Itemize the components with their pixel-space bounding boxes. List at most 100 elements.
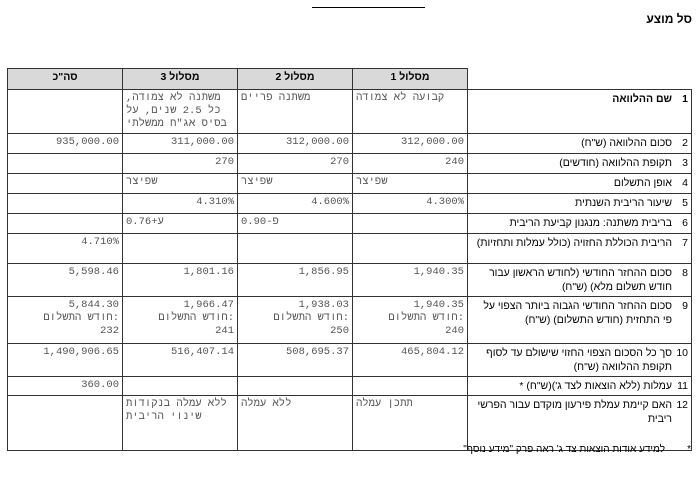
cell-track-1: קבועה לא צמודה	[352, 89, 468, 134]
row-number: 11	[677, 380, 688, 392]
table-row: 2סכום ההלוואה (ש"ח) 312,000.00 312,000.00 3…	[7, 133, 692, 154]
table-row: 1 שם ההלוואה קבועה לא צמודה משתנה פריים משתנ…	[7, 89, 692, 134]
row-label: 12 האם קיימת עמלת פירעון מוקדם עבור הפרשי…	[467, 395, 692, 451]
row-number: 2	[682, 137, 688, 149]
row-number: 12	[676, 399, 688, 411]
cell-total: 360.00	[7, 376, 123, 396]
row-number: 1	[682, 93, 688, 105]
cell-track-3: 1,801.16	[122, 263, 238, 297]
cell-track-1: 312,000.00	[352, 133, 468, 154]
header-row: מסלול 1 מסלול 2 מסלול 3 סה"כ	[7, 68, 692, 90]
cell-track-3: 1,966.47 חודש התשלום: 241	[122, 296, 238, 344]
row-label: 11 עמלות (ללא הוצאות לצד ג')(ש"ח) *	[467, 376, 692, 396]
cell-total	[7, 213, 123, 234]
cell-track-1	[352, 233, 468, 264]
cell-track-2	[237, 376, 353, 396]
cell-track-2: 270	[237, 153, 353, 174]
cell-total: 4.710%	[7, 233, 123, 264]
cell-track-2: 1,856.95	[237, 263, 353, 297]
row-number: 6	[682, 217, 688, 229]
cell-track-2: שפיצר	[237, 173, 353, 194]
cell-track-2: 312,000.00	[237, 133, 353, 154]
cell-track-2: פ-0.90	[237, 213, 353, 234]
row-label: 3 תקופת ההלוואה (חודשים)	[467, 153, 692, 174]
cell-track-2: משתנה פריים	[237, 89, 353, 134]
row-label: 9 סכום ההחזר החודשי הגבוה ביותר הצפוי על …	[467, 296, 692, 344]
cell-track-2: 4.600%	[237, 193, 353, 214]
row-number: 3	[682, 157, 688, 169]
cell-track-3: 270	[122, 153, 238, 174]
header-track-1: מסלול 1	[352, 68, 468, 90]
cell-track-3: משתנה לא צמודה, כל 2.5 שנים, על בסיס אג"…	[122, 89, 238, 134]
row-label: 7 הריבית הכוללת החזויה (כולל עמלות ותחזיו…	[467, 233, 692, 264]
row-label: 1 שם ההלוואה	[467, 89, 692, 134]
row-label: 4 אופן התשלום	[467, 173, 692, 194]
table-row: 11 עמלות (ללא הוצאות לצד ג')(ש"ח) * 360.00	[7, 376, 692, 396]
table-row: 3תקופת ההלוואה (חודשים) 240 270 270	[7, 153, 692, 174]
row-label-text: תקופת ההלוואה (חודשים)	[559, 157, 672, 169]
table-row: 5 שיעור הריבית השנתית 4.300% 4.600% 4.310%	[7, 193, 692, 214]
row-label-text: סכום ההלוואה (ש"ח)	[581, 137, 672, 149]
cell-track-3: שפיצר	[122, 173, 238, 194]
cell-total	[7, 89, 123, 134]
cell-track-1: תתכן עמלה	[352, 395, 468, 451]
row-label-text: שיעור הריבית השנתית	[575, 197, 672, 209]
row-label: 8 סכום ההחזר החודשי (לחודש הראשון עבור חו…	[467, 263, 692, 297]
row-number: 9	[682, 300, 688, 312]
row-label-text: שם ההלוואה	[612, 93, 672, 105]
table-row: 9 סכום ההחזר החודשי הגבוה ביותר הצפוי על …	[7, 296, 692, 344]
row-number: 10	[676, 347, 688, 359]
loan-comparison-table: מסלול 1 מסלול 2 מסלול 3 סה"כ 1 שם ההלוואה…	[7, 68, 692, 451]
cell-track-3	[122, 376, 238, 396]
header-track-3: מסלול 3	[122, 68, 238, 90]
cell-track-3: ע+0.76	[122, 213, 238, 234]
cell-track-1: 1,940.35	[352, 263, 468, 297]
row-label: 2 סכום ההלוואה (ש"ח)	[467, 133, 692, 154]
cell-track-2: 1,938.03 חודש התשלום: 250	[237, 296, 353, 344]
footnote: * למידע אודות הוצאות צד ג' ראה פרק "מידע …	[463, 444, 691, 455]
cell-total: 5,844.30 חודש התשלום: 232	[7, 296, 123, 344]
row-label-text: אופן התשלום	[613, 177, 672, 189]
header-track-2: מסלול 2	[237, 68, 353, 90]
row-label-text: עמלות (ללא הוצאות לצד ג')(ש"ח) *	[519, 380, 672, 392]
cell-track-3: 311,000.00	[122, 133, 238, 154]
cell-track-3: ללא עמלה בנקודות שינוי הריבית	[122, 395, 238, 451]
cell-track-3: 516,407.14	[122, 343, 238, 377]
cell-track-2	[237, 233, 353, 264]
cell-total	[7, 173, 123, 194]
cell-total: 1,490,906.65	[7, 343, 123, 377]
cell-total	[7, 395, 123, 451]
row-label-text: סכום ההחזר החודשי (לחודש הראשון עבור חוד…	[489, 267, 672, 293]
table-row: 8 סכום ההחזר החודשי (לחודש הראשון עבור חו…	[7, 263, 692, 297]
row-label-text: בריבית משתנה: מנגנון קביעת הריבית	[509, 217, 673, 229]
row-number: 5	[682, 197, 688, 209]
footnote-text: למידע אודות הוצאות צד ג' ראה פרק "מידע נ…	[463, 444, 665, 455]
cell-track-2: 508,695.37	[237, 343, 353, 377]
cell-track-2: ללא עמלה	[237, 395, 353, 451]
table-row: 10 סך כל הסכום הצפוי החזוי שישולם עד לסוף…	[7, 343, 692, 377]
row-label: 6 בריבית משתנה: מנגנון קביעת הריבית	[467, 213, 692, 234]
cell-track-1: 1,940.35 חודש התשלום: 240	[352, 296, 468, 344]
cell-total	[7, 193, 123, 214]
signature-line	[312, 7, 425, 8]
cell-track-1: 240	[352, 153, 468, 174]
row-label-text: סכום ההחזר החודשי הגבוה ביותר הצפוי על פ…	[483, 300, 672, 326]
cell-total: 5,598.46	[7, 263, 123, 297]
row-number: 4	[682, 177, 688, 189]
cell-track-1	[352, 213, 468, 234]
footnote-star: *	[687, 444, 691, 455]
table-row: 12 האם קיימת עמלת פירעון מוקדם עבור הפרשי…	[7, 395, 692, 451]
table-row: 7 הריבית הכוללת החזויה (כולל עמלות ותחזיו…	[7, 233, 692, 264]
row-label-text: הריבית הכוללת החזויה (כולל עמלות ותחזיות…	[476, 237, 672, 249]
header-total: סה"כ	[7, 68, 123, 90]
row-number: 8	[682, 267, 688, 279]
row-label-text: סך כל הסכום הצפוי החזוי שישולם עד לסוף ת…	[486, 347, 672, 373]
row-label: 5 שיעור הריבית השנתית	[467, 193, 692, 214]
cell-track-1: 4.300%	[352, 193, 468, 214]
table-row: 6 בריבית משתנה: מנגנון קביעת הריבית פ-0.90…	[7, 213, 692, 234]
cell-track-1: 465,804.12	[352, 343, 468, 377]
cell-total: 935,000.00	[7, 133, 123, 154]
row-label-text: האם קיימת עמלת פירעון מוקדם עבור הפרשי ר…	[477, 399, 672, 425]
page-title: סל מוצע	[646, 12, 692, 26]
row-number: 7	[682, 237, 688, 249]
